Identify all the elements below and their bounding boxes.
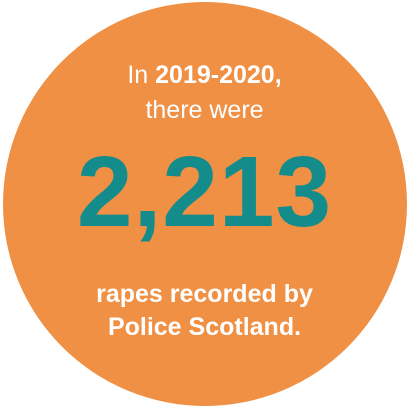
caption-line-2: Police Scotland.	[107, 313, 302, 341]
statistic-figure: 2,213	[76, 136, 333, 248]
intro-line-2: there were	[145, 96, 264, 124]
intro-line-1: In 2019-2020,	[0, 58, 409, 92]
stat-circle-background	[3, 2, 407, 406]
intro-years: 2019-2020,	[155, 61, 282, 89]
intro-prefix: In	[127, 61, 156, 89]
caption-line-1: rapes recorded by	[96, 280, 313, 308]
